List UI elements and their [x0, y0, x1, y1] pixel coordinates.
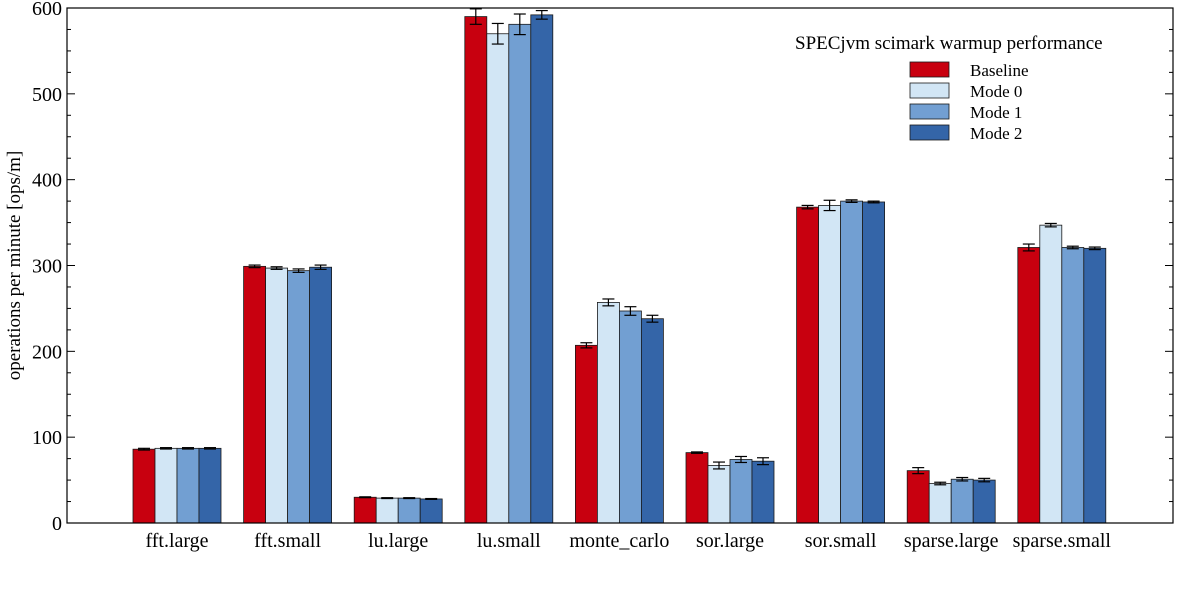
- bar-baseline: [1017, 247, 1041, 524]
- bar-baseline: [796, 206, 819, 524]
- bar-mode-2: [198, 447, 222, 524]
- x-tick-label: sor.small: [805, 530, 877, 552]
- bars: [132, 8, 1107, 524]
- x-tick-label: sparse.large: [904, 530, 999, 552]
- y-axis-label: operations per minute [ops/m]: [4, 151, 25, 381]
- legend-swatch: [909, 82, 950, 99]
- x-tick-label: lu.large: [368, 530, 428, 552]
- bar-mode-1: [508, 23, 532, 524]
- bar-baseline: [132, 448, 156, 524]
- bar-baseline: [685, 452, 709, 524]
- bar-mode-1: [1061, 247, 1085, 524]
- x-tick-label: fft.small: [254, 530, 321, 552]
- plot-frame: [66, 7, 1174, 524]
- legend-swatch: [909, 124, 950, 141]
- bar-mode-1: [729, 459, 753, 524]
- bar-mode-0: [375, 497, 399, 524]
- legend-label: Mode 2: [970, 124, 1022, 143]
- legend-swatch: [909, 103, 950, 120]
- bar-mode-2: [972, 479, 996, 524]
- legend-label: Mode 1: [970, 103, 1022, 122]
- y-tick-label: 100: [32, 427, 62, 449]
- bar-mode-2: [419, 498, 443, 524]
- legend-title: SPECjvm scimark warmup performance: [795, 33, 1103, 54]
- bar-mode-1: [397, 497, 421, 524]
- bar-baseline: [906, 470, 930, 524]
- bar-mode-2: [862, 201, 885, 524]
- x-tick-label: monte_carlo: [569, 530, 669, 552]
- x-tick-label: lu.small: [477, 530, 541, 552]
- x-axis: fft.large fft.small lu.large lu.small monte_…: [145, 530, 1111, 552]
- x-tick-label: fft.large: [145, 530, 208, 552]
- bar-mode-1: [287, 270, 311, 524]
- bar-mode-1: [176, 447, 200, 524]
- bar-mode-0: [707, 465, 731, 524]
- bar-mode-0: [486, 33, 510, 524]
- x-tick-label: sor.large: [696, 530, 764, 552]
- bar-baseline: [575, 344, 598, 524]
- bar-baseline: [243, 265, 267, 524]
- bar-mode-0: [154, 447, 178, 524]
- bar-mode-2: [530, 14, 554, 524]
- bar-mode-0: [928, 483, 952, 524]
- bar-mode-2: [309, 266, 333, 524]
- y-tick-label: 200: [32, 341, 62, 363]
- y-tick-label: 600: [32, 0, 62, 20]
- bar-mode-1: [950, 478, 974, 524]
- bar-mode-0: [1039, 224, 1063, 524]
- legend: SPECjvm scimark warmup performance Basel…: [795, 33, 1103, 143]
- bar-mode-2: [641, 318, 664, 524]
- y-tick-label: 0: [52, 513, 62, 535]
- bar-mode-1: [619, 310, 642, 524]
- bar-mode-2: [751, 460, 775, 524]
- x-tick-label: sparse.small: [1013, 530, 1112, 552]
- legend-swatch: [909, 61, 950, 78]
- y-tick-label: 400: [32, 170, 62, 192]
- bar-mode-0: [265, 267, 289, 524]
- bar-mode-0: [818, 205, 841, 524]
- y-tick-label: 500: [32, 84, 62, 106]
- legend-label: Mode 0: [970, 82, 1022, 101]
- bar-baseline: [464, 16, 488, 524]
- legend-label: Baseline: [970, 61, 1029, 80]
- bar-mode-1: [840, 200, 863, 524]
- bar-mode-0: [597, 302, 620, 524]
- y-tick-label: 300: [32, 256, 62, 278]
- bar-baseline: [353, 496, 377, 524]
- y-axis: 0 100 200 300 400 500 600: [32, 0, 1173, 535]
- bar-mode-2: [1083, 247, 1107, 524]
